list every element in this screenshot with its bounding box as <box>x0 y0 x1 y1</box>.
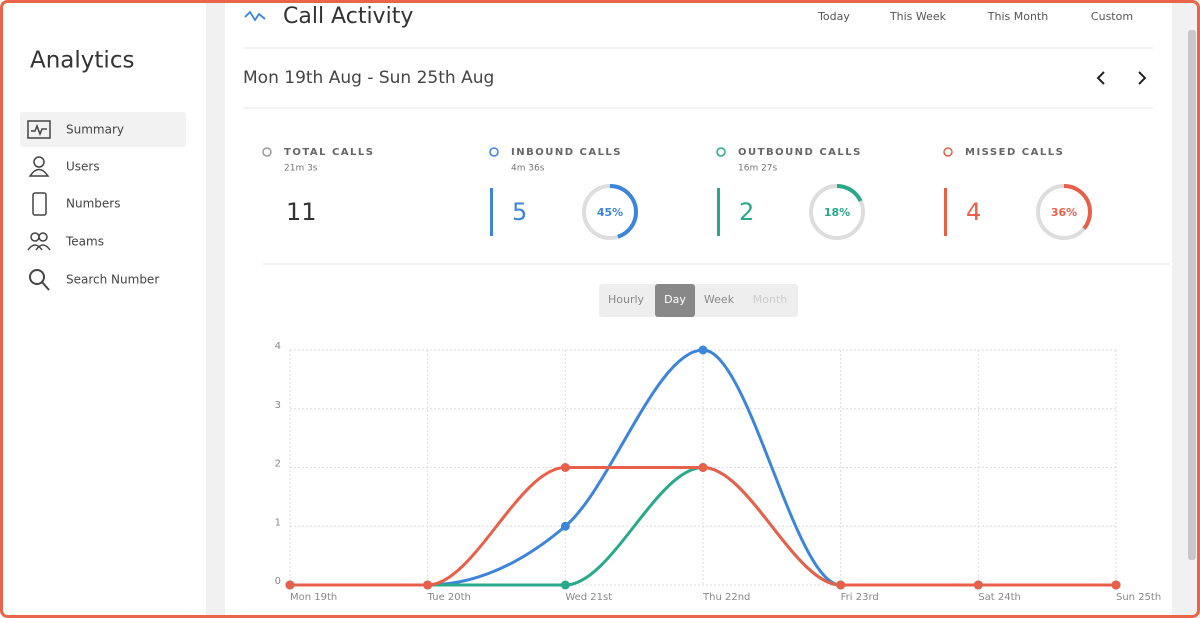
stat-bar <box>490 188 493 236</box>
summary-icon <box>27 120 51 139</box>
search-icon-handle <box>41 281 50 291</box>
point <box>698 463 708 472</box>
x-tick-label: Fri 23rd <box>841 592 879 603</box>
date-range: Mon 19th Aug - Sun 25th Aug <box>243 68 494 88</box>
nav-item[interactable]: Users <box>66 160 100 174</box>
search-icon <box>29 269 45 285</box>
point <box>1111 580 1121 590</box>
next-button[interactable] <box>1138 71 1147 85</box>
granularity-button[interactable]: Day <box>664 293 686 306</box>
stat-bar <box>717 188 720 236</box>
stat-label: OUTBOUND CALLS <box>738 147 862 158</box>
granularity-button[interactable]: Hourly <box>608 293 645 306</box>
range-tab[interactable]: Custom <box>1091 10 1133 23</box>
x-tick-label: Thu 22nd <box>702 592 750 603</box>
x-tick-label: Mon 19th <box>290 592 337 603</box>
y-tick-label: 0 <box>275 576 281 587</box>
y-tick-label: 1 <box>275 517 281 528</box>
nav-item[interactable]: Teams <box>65 235 104 249</box>
stat-count: 2 <box>739 198 754 226</box>
range-tab[interactable]: This Month <box>987 10 1048 23</box>
nav-item[interactable]: Numbers <box>66 197 120 211</box>
stat-label: INBOUND CALLS <box>511 147 622 158</box>
stat-icon <box>943 147 953 157</box>
granularity-active-bg <box>655 284 695 317</box>
nav-item[interactable]: Search Number <box>66 273 159 287</box>
ring-label: 45% <box>597 206 623 219</box>
stat-count: 4 <box>966 198 981 226</box>
x-tick-label: Tue 20th <box>427 592 471 603</box>
stat-count: 5 <box>512 198 527 226</box>
ring-progress <box>809 184 865 240</box>
sidebar <box>0 0 206 618</box>
point <box>285 580 295 590</box>
granularity-button[interactable]: Week <box>704 293 735 306</box>
prev-button[interactable] <box>1096 71 1105 85</box>
stat-icon <box>262 147 272 157</box>
page-title: Call Activity <box>283 4 413 29</box>
ring-label: 36% <box>1051 206 1077 219</box>
users-icon-body <box>28 168 50 177</box>
range-tab[interactable]: This Week <box>889 10 947 23</box>
stat-label: TOTAL CALLS <box>284 147 374 158</box>
range-tab[interactable]: Today <box>817 10 850 23</box>
numbers-icon <box>32 192 47 216</box>
stat-duration: 4m 36s <box>511 164 545 174</box>
point <box>560 580 570 590</box>
granularity-button: Month <box>753 293 788 306</box>
scrollbar <box>1188 30 1196 560</box>
ring-progress <box>582 184 638 240</box>
point <box>560 463 570 472</box>
stat-icon <box>716 147 726 157</box>
point <box>973 580 983 590</box>
active-nav-bg <box>20 112 186 147</box>
stat-duration: 21m 3s <box>284 164 318 174</box>
stat-icon <box>489 147 499 157</box>
sidebar-title: Analytics <box>30 48 134 74</box>
stat-count: 11 <box>286 198 317 226</box>
activity-icon <box>244 10 266 22</box>
nav-item[interactable]: Summary <box>66 123 124 137</box>
y-tick-label: 3 <box>275 400 281 411</box>
stat-duration: 16m 27s <box>738 164 778 174</box>
stat-label: MISSED CALLS <box>965 147 1064 158</box>
y-tick-label: 2 <box>275 459 281 470</box>
x-tick-label: Sun 25th <box>1116 592 1161 603</box>
point <box>423 580 433 590</box>
summary-icon-line <box>31 123 47 137</box>
nav-icons <box>27 120 51 291</box>
point <box>560 521 570 531</box>
granularity-group <box>599 284 798 317</box>
teams-icon-body <box>27 244 51 251</box>
point <box>836 580 846 590</box>
ring-label: 18% <box>824 206 850 219</box>
point <box>698 345 708 355</box>
teams-icon-2 <box>38 232 48 242</box>
x-tick-label: Sat 24th <box>978 592 1021 603</box>
users-icon <box>33 156 45 168</box>
x-tick-label: Wed 21st <box>565 592 612 603</box>
ring-progress <box>1036 184 1092 240</box>
stat-bar <box>944 188 947 236</box>
y-tick-label: 4 <box>275 341 281 352</box>
